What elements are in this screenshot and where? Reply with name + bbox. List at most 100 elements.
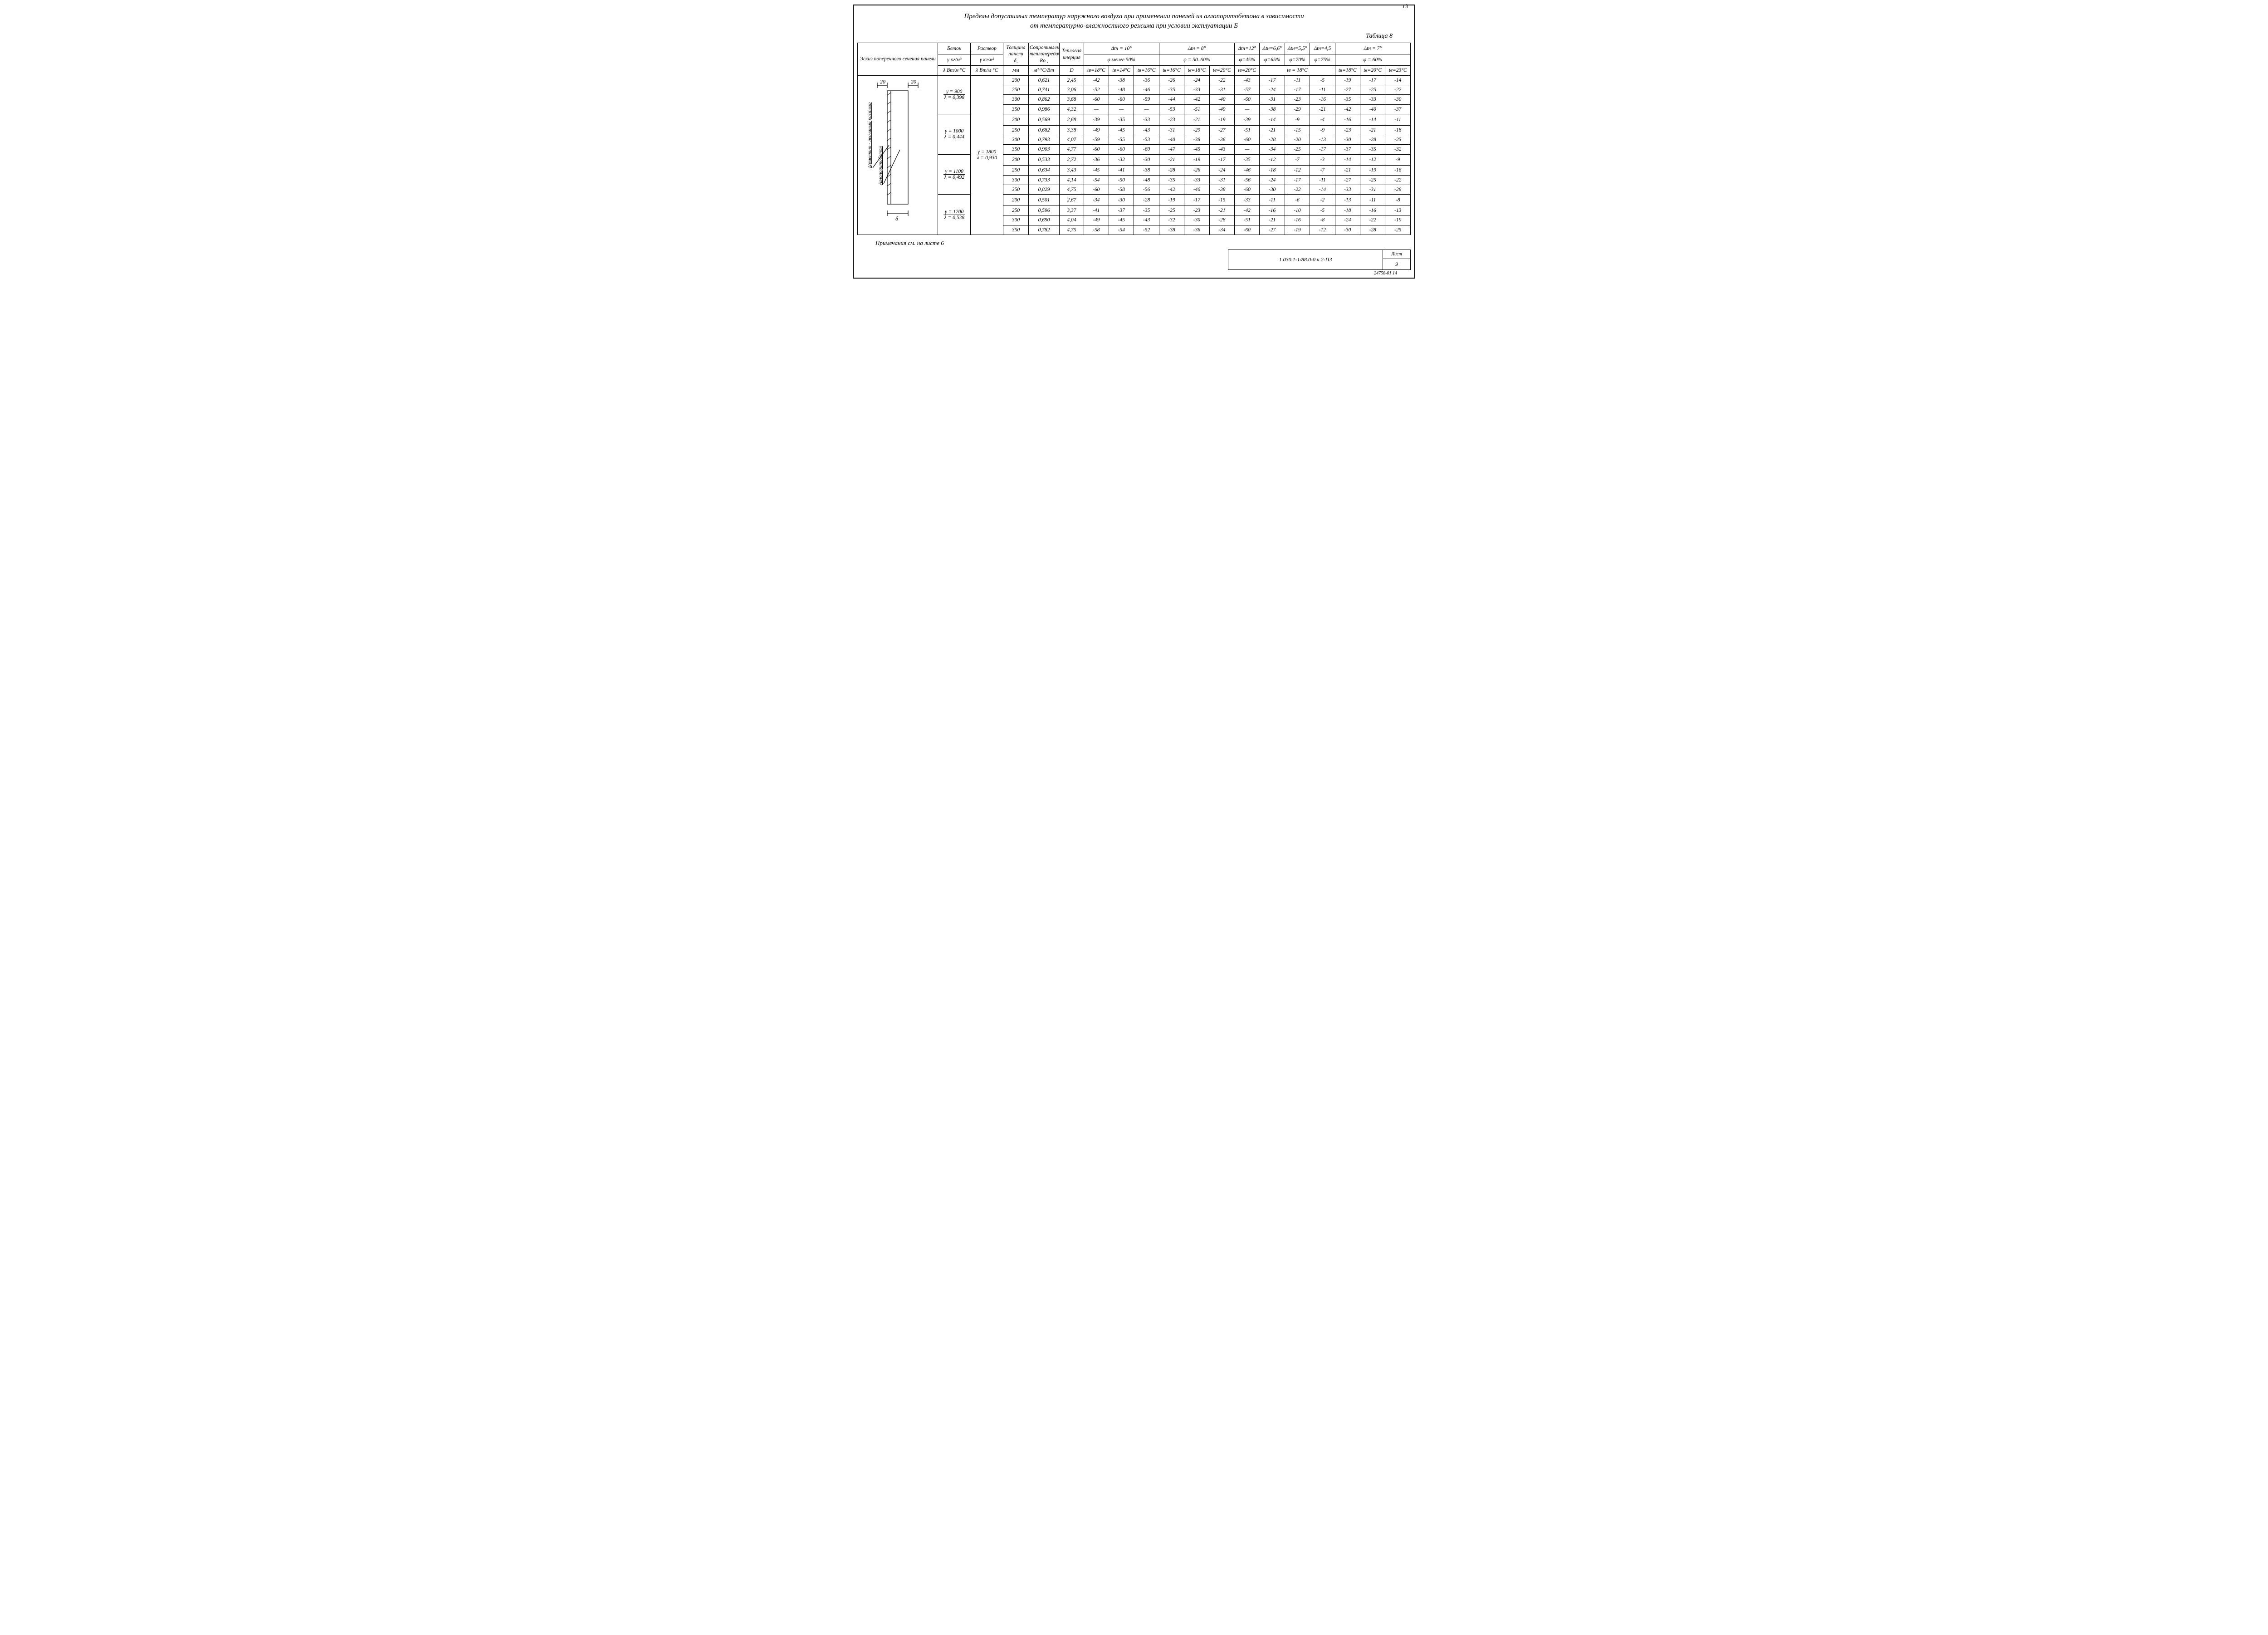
- cell-value: -24: [1209, 166, 1234, 175]
- cell-value: -14: [1335, 154, 1360, 166]
- table-row: γ = 1100λ = 0,4922000,5332,72-36-32-30-2…: [858, 154, 1411, 166]
- cell-thickness: 350: [1003, 104, 1028, 114]
- cell-value: -48: [1109, 85, 1134, 94]
- cell-thickness: 300: [1003, 95, 1028, 104]
- cell-value: -35: [1134, 206, 1159, 215]
- cell-value: -14: [1360, 114, 1385, 126]
- cell-value: -17: [1184, 195, 1209, 206]
- head-concrete-mid: γ кг/м³: [938, 54, 971, 66]
- cell-ro: 0,903: [1028, 145, 1060, 154]
- title-block: Пределы допустимых температур наружного …: [875, 12, 1393, 31]
- cell-value: -28: [1360, 135, 1385, 144]
- cell-value: -27: [1335, 175, 1360, 185]
- cell-value: -14: [1260, 114, 1285, 126]
- cell-ro: 0,569: [1028, 114, 1060, 126]
- cell-value: -21: [1260, 125, 1285, 135]
- cell-value: -17: [1285, 175, 1310, 185]
- head-g2-c3: tв=20°С: [1209, 66, 1234, 75]
- cell-value: -60: [1109, 145, 1134, 154]
- cell-value: -2: [1310, 195, 1335, 206]
- cell-value: -33: [1335, 185, 1360, 194]
- cell-value: -21: [1209, 206, 1234, 215]
- cell-value: -17: [1285, 85, 1310, 94]
- cell-value: —: [1134, 104, 1159, 114]
- head-g4-c3: tв=23°С: [1385, 66, 1411, 75]
- data-table: Эскиз поперечного сечения панели Бетон Р…: [857, 43, 1411, 235]
- cell-value: -33: [1235, 195, 1260, 206]
- cell-value: -16: [1335, 114, 1360, 126]
- cell-value: -39: [1235, 114, 1260, 126]
- cell-value: -15: [1285, 125, 1310, 135]
- cell-value: -24: [1260, 85, 1285, 94]
- cell-value: -31: [1260, 95, 1285, 104]
- cell-value: -17: [1260, 75, 1285, 85]
- cell-d: 4,75: [1060, 185, 1084, 194]
- cell-value: -18: [1385, 125, 1411, 135]
- cell-value: -22: [1385, 175, 1411, 185]
- head-g1-mid: φ менее 50%: [1084, 54, 1159, 66]
- cell-d: 4,04: [1060, 215, 1084, 225]
- cell-value: -44: [1159, 95, 1184, 104]
- head-g2-c2: tв=18°С: [1184, 66, 1209, 75]
- cell-value: -8: [1310, 215, 1335, 225]
- head-sketch: Эскиз поперечного сечения панели: [858, 43, 938, 76]
- title-stamp: 1.030.1-1/88.0-0.ч.2-ПЗ Лист 9: [1228, 250, 1411, 270]
- cell-value: -11: [1285, 75, 1310, 85]
- head-thickness: Толщина панели δ,: [1003, 43, 1028, 66]
- form-number: 24758-01 14: [857, 271, 1397, 276]
- cell-value: -32: [1109, 154, 1134, 166]
- cell-value: -7: [1310, 166, 1335, 175]
- cell-value: -42: [1084, 75, 1109, 85]
- cell-thickness: 300: [1003, 175, 1028, 185]
- cell-value: -24: [1335, 215, 1360, 225]
- cell-value: -12: [1260, 154, 1285, 166]
- cell-value: -51: [1184, 104, 1209, 114]
- cell-d: 3,06: [1060, 85, 1084, 94]
- head-g4-top: Δtн = 7°: [1335, 43, 1410, 54]
- cell-value: -9: [1310, 125, 1335, 135]
- stamp-word: Лист: [1383, 250, 1411, 259]
- cell-value: -53: [1159, 104, 1184, 114]
- table-row: 20 20 δ Цементно - песчаный раствор Агло…: [858, 75, 1411, 85]
- cell-value: -33: [1184, 85, 1209, 94]
- head-g3d-mid: φ=75%: [1310, 54, 1335, 66]
- cell-value: -25: [1360, 175, 1385, 185]
- title-line-1: Пределы допустимых температур наружного …: [875, 12, 1393, 21]
- cell-value: -35: [1235, 154, 1260, 166]
- cell-value: -8: [1385, 195, 1411, 206]
- table-number-label: Таблица 8: [857, 33, 1393, 40]
- head-g3c-top: Δtн=5,5°: [1285, 43, 1310, 54]
- cell-thickness: 250: [1003, 166, 1028, 175]
- cell-ro: 0,621: [1028, 75, 1060, 85]
- cell-value: -12: [1310, 225, 1335, 235]
- head-g3c-mid: φ=70%: [1285, 54, 1310, 66]
- cell-value: -60: [1084, 145, 1109, 154]
- head-g3a-bot: tв=20°С: [1235, 66, 1260, 75]
- cell-value: -26: [1184, 166, 1209, 175]
- cell-value: -36: [1134, 75, 1159, 85]
- cell-value: -42: [1335, 104, 1360, 114]
- cell-value: -36: [1084, 154, 1109, 166]
- cell-thickness: 250: [1003, 125, 1028, 135]
- cell-value: -43: [1235, 75, 1260, 85]
- page-number-top: 13: [1402, 3, 1408, 10]
- cell-value: -51: [1235, 215, 1260, 225]
- cell-value: -37: [1385, 104, 1411, 114]
- head-concrete-bot: λ Вт/м·°С: [938, 66, 971, 75]
- cell-value: -46: [1235, 166, 1260, 175]
- cell-value: -11: [1310, 175, 1335, 185]
- head-g1-c2: tв=14°С: [1109, 66, 1134, 75]
- cell-value: -53: [1134, 135, 1159, 144]
- cell-value: -51: [1235, 125, 1260, 135]
- head-g2-top: Δtн = 8°: [1159, 43, 1234, 54]
- cell-thickness: 200: [1003, 195, 1028, 206]
- cell-value: -19: [1360, 166, 1385, 175]
- concrete-params: γ = 1200λ = 0,538: [938, 195, 971, 235]
- table-row: γ = 1000λ = 0,4442000,5692,68-39-35-33-2…: [858, 114, 1411, 126]
- cell-value: -38: [1134, 166, 1159, 175]
- cell-value: -38: [1109, 75, 1134, 85]
- cell-value: -30: [1385, 95, 1411, 104]
- cell-value: -25: [1159, 206, 1184, 215]
- cell-value: -58: [1084, 225, 1109, 235]
- cell-value: -37: [1335, 145, 1360, 154]
